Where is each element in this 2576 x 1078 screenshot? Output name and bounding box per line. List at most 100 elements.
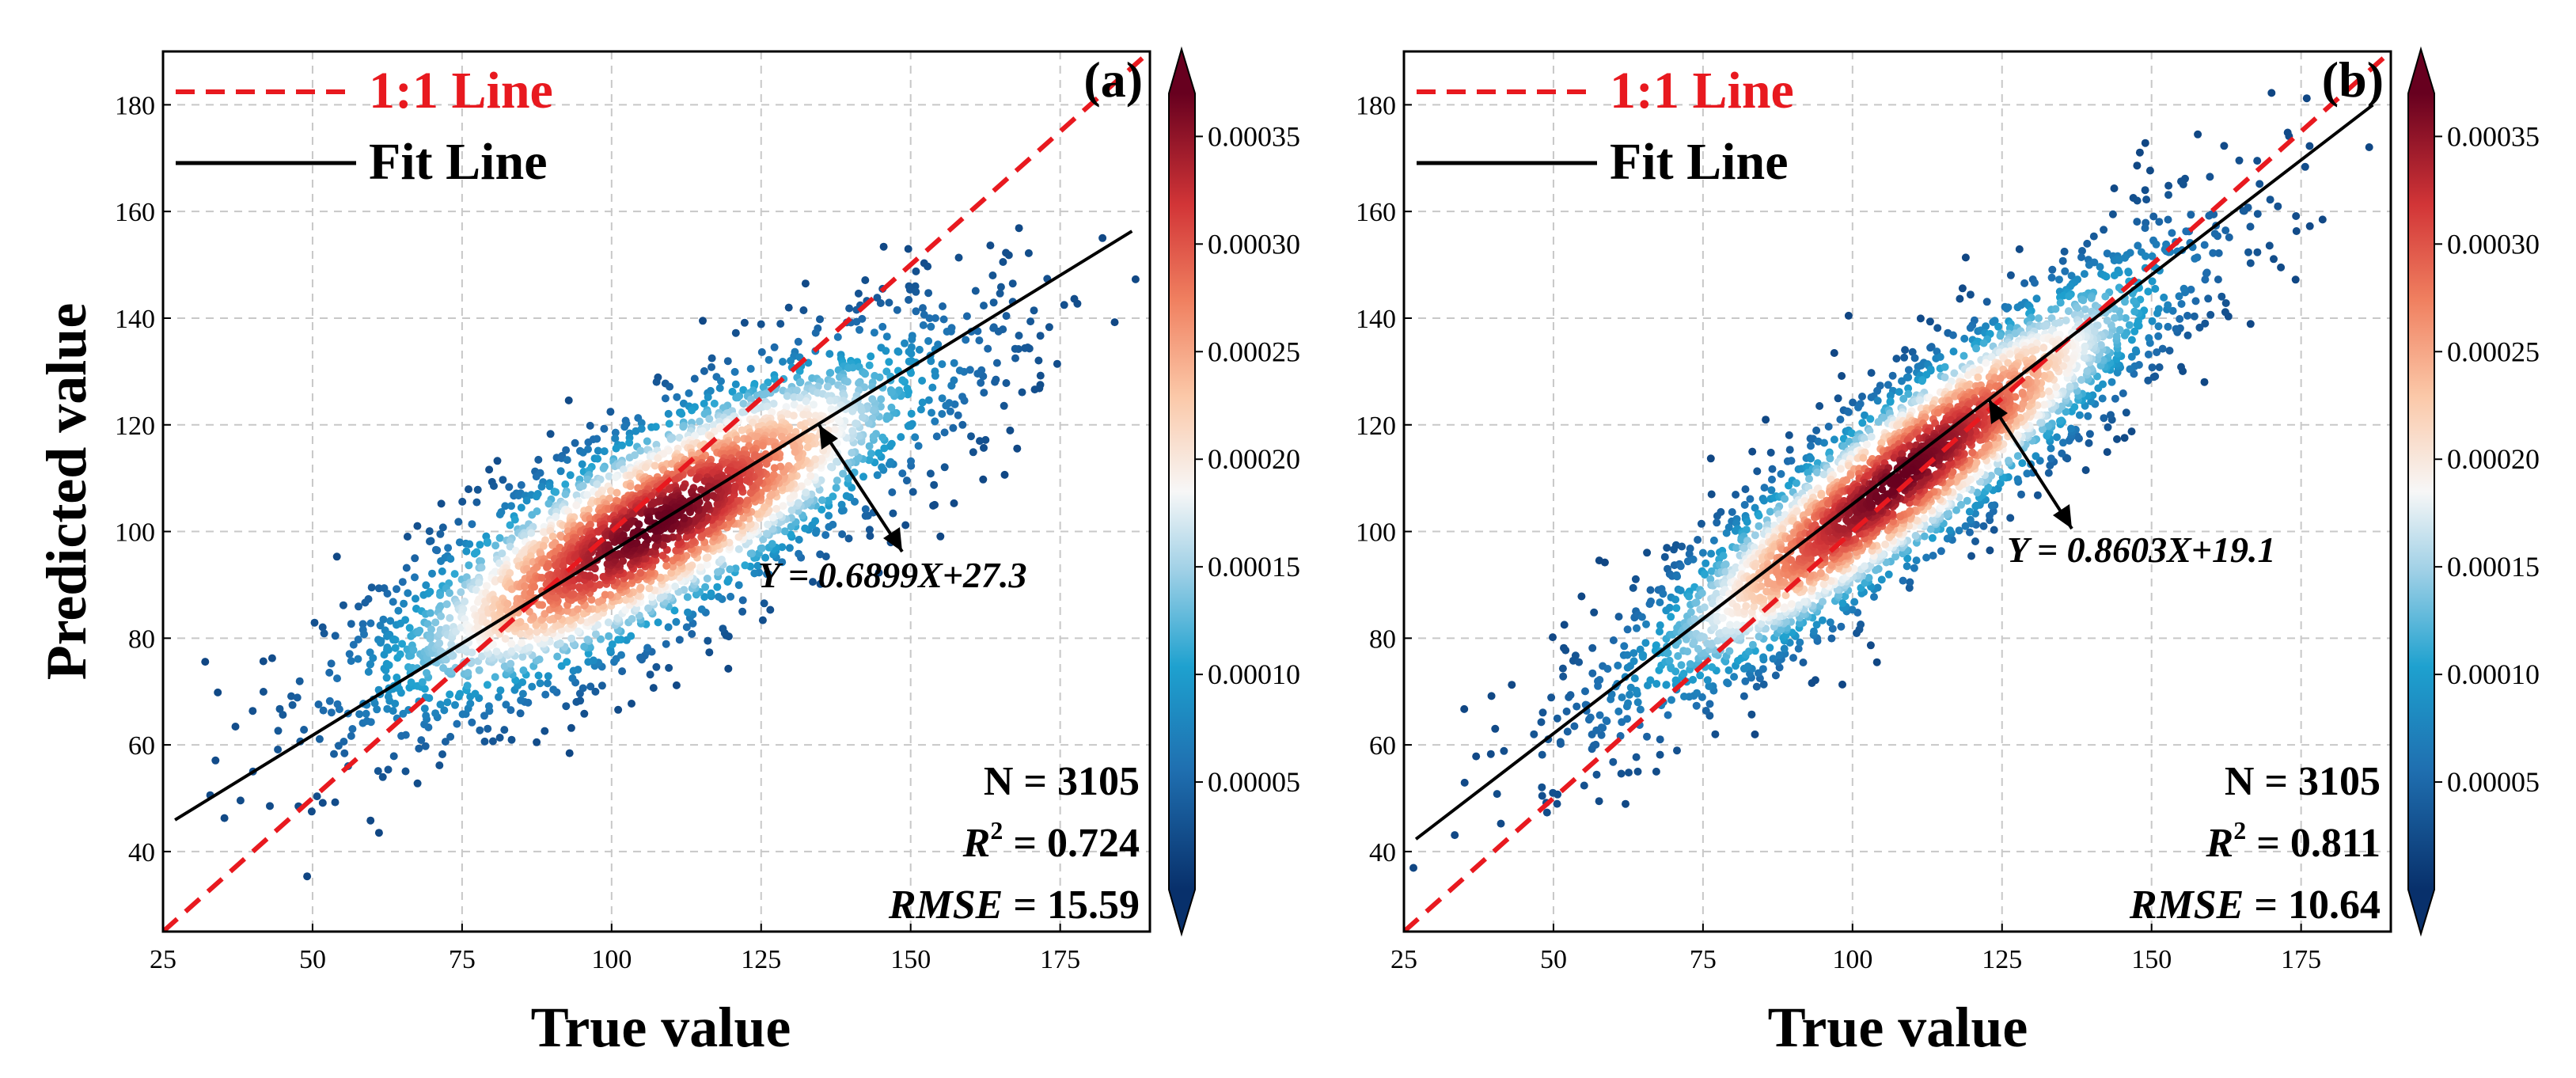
panel-a-scatter-point [374,829,383,837]
panel-b-scatter-point [2214,249,2223,257]
panel-a-scatter-point [436,590,444,599]
panel-a-scatter-point [912,287,920,296]
panel-b-scatter-point [1706,575,1715,583]
panel-a-scatter-point [867,352,875,361]
panel-b-scatter-point [2089,232,2098,241]
panel-b-scatter-point [2154,305,2163,313]
panel-b-scatter-point [1595,711,1604,719]
panel-b-scatter-point [2059,362,2068,370]
panel-a-scatter-point [546,430,555,438]
panel-b-scatter-point [1836,416,1845,423]
panel-a-scatter-point [354,636,362,643]
panel-b-scatter-point [2035,314,2043,323]
panel-a-scatter-point [894,347,903,356]
panel-a-scatter-point [517,480,525,489]
panel-a-scatter-point [931,371,939,380]
panel-a-scatter-point [996,283,1005,291]
panel-b-scatter-point [2176,315,2184,323]
panel-a-scatter-point [848,407,857,416]
panel-a-scatter-point [662,640,670,648]
panel-b-scatter-point [1705,682,1713,690]
panel-a-scatter-point [327,659,336,668]
panel-a-y-tick-label: 140 [115,305,155,334]
panel-b-scatter-point [1707,490,1716,499]
panel-a-scatter-point [919,304,927,313]
panel-b-scatter-point [1728,508,1736,516]
panel-a-scatter-point [586,579,594,588]
panel-a-scatter-point [637,419,646,427]
panel-b-scatter-point [1629,649,1638,658]
panel-a-scatter-point [628,615,636,623]
panel-a-scatter-point [938,360,947,369]
panel-a-scatter-point [347,620,355,628]
panel-b-scatter-point [1961,522,1970,530]
panel-b-scatter-point [1766,507,1774,516]
panel-b-scatter-point [1910,564,1918,572]
panel-a-scatter-point [619,556,628,565]
panel-a-scatter-point [673,393,681,401]
panel-b-scatter-point [1792,479,1800,488]
panel-b-scatter-point [2142,195,2151,204]
panel-a-scatter-point [466,699,475,708]
panel-b-scatter-point [2058,256,2067,265]
panel-a-scatter-point [700,410,709,418]
panel-a-scatter-point [541,727,549,735]
panel-b-scatter-point [1812,426,1821,435]
panel-a-scatter-point [700,400,708,408]
panel-b-scatter-point [2135,148,2144,157]
panel-b-scatter-point [1656,598,1664,607]
panel-a-scatter-point [561,480,570,488]
panel-b-scatter-point [2074,334,2083,343]
panel-a-scatter-point [348,725,357,733]
panel-a-scatter-point [869,406,878,415]
panel-b-scatter-point [1637,613,1646,621]
panel-a-scatter-point [502,700,510,709]
panel-b-scatter-point [1696,671,1705,680]
panel-a-scatter-point [572,501,581,510]
panel-b-scatter-point [1703,676,1712,685]
panel-a-scatter-point [366,619,375,628]
panel-b-scatter-point [1971,537,1979,545]
panel-b-scatter-point [1472,752,1481,761]
panel-a-colorbar-tick-label: 0.00025 [1208,336,1300,367]
panel-a-scatter-point [908,335,916,344]
panel-b-scatter-point [2180,284,2188,293]
panel-a-scatter-point [511,546,520,555]
panel-a-scatter-point [385,661,393,670]
panel-a-scatter-point [646,670,654,679]
panel-a-scatter-point [669,562,677,571]
panel-b-scatter-point [2113,435,2121,443]
panel-b-scatter-point [1671,676,1680,685]
panel-b-scatter-point [1702,559,1710,567]
panel-a-scatter-point [266,802,274,810]
panel-b-scatter-points [1409,89,2373,872]
panel-b-scatter-point [1558,664,1567,673]
panel-b-scatter-point [1926,525,1935,533]
panel-a-scatter-point [1155,298,1163,306]
panel-b-scatter-point [2127,352,2136,361]
panel-a-scatter-point [859,473,867,481]
panel-a-y-tick-label: 60 [128,731,155,761]
panel-a-scatter-point [962,312,971,321]
panel-b-scatter-point [2149,373,2158,381]
panel-b-scatter-point [2002,304,2011,313]
panel-b-scatter-point [2164,191,2172,199]
panel-a-scatter-point [594,621,602,629]
panel-b-scatter-point [1689,555,1698,564]
panel-b-scatter-point [1820,438,1828,447]
panel-b-scatter-point [2267,89,2276,97]
panel-a-scatter-point [541,690,550,699]
panel-a-scatter-point [666,435,675,443]
panel-a-scatter-point [626,482,635,491]
panel-a-scatter-point [618,441,626,450]
panel-b-scatter-point [1705,700,1714,708]
panel-a-y-tick-label: 100 [115,518,155,548]
panel-b-scatter-point [1811,676,1819,685]
panel-a-scatter-point [796,404,805,412]
panel-a-scatter-point [810,400,818,409]
panel-a-scatter-point [438,523,447,532]
panel-a-scatter-point [507,640,516,648]
panel-a-scatter-point [928,408,935,417]
panel-b-scatter-point [2168,306,2177,315]
